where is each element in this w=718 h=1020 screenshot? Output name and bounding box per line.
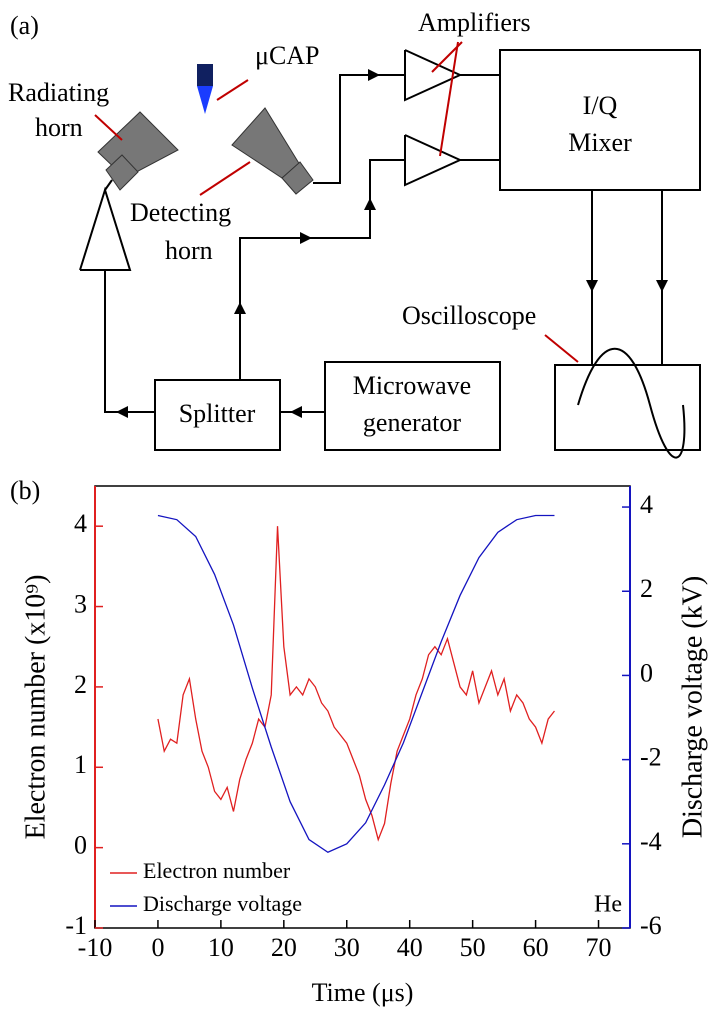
label: generator	[363, 408, 462, 437]
y2-tick-label: 4	[640, 490, 653, 519]
amplifier	[404, 134, 463, 187]
horn-base	[281, 161, 314, 195]
arrowhead	[116, 406, 128, 418]
y2-tick-label: -2	[640, 743, 662, 772]
label: horn	[165, 236, 213, 265]
generator-box	[324, 361, 501, 451]
wire	[104, 179, 113, 191]
y2-tick-label: 0	[640, 658, 653, 687]
label: Mixer	[568, 128, 632, 157]
arrow	[439, 41, 459, 157]
label: Amplifiers	[418, 8, 531, 37]
diagram: (a) μCAP Radiating horn Detecting horn A…	[8, 8, 701, 459]
arrowhead	[290, 406, 302, 418]
ucap-icon	[197, 64, 213, 86]
mixer-box	[499, 49, 701, 191]
x-tick-label: 60	[523, 933, 549, 962]
y-tick-label: 3	[74, 590, 87, 619]
x-tick-label: 40	[397, 933, 423, 962]
y-tick-label: -1	[65, 911, 87, 940]
panel-label: (b)	[10, 476, 40, 505]
horn-base	[105, 154, 139, 191]
arrowhead	[656, 280, 668, 292]
wire	[239, 159, 405, 380]
y-tick-label: 0	[74, 831, 87, 860]
panel-label: (a)	[10, 11, 39, 40]
series-line	[157, 514, 555, 853]
annotation: He	[594, 892, 622, 918]
sine	[577, 347, 686, 459]
ucap-tip	[197, 86, 213, 114]
wire	[104, 270, 155, 413]
label: horn	[35, 113, 83, 142]
x-tick-label: 20	[271, 933, 297, 962]
arrow	[216, 79, 249, 101]
oscilloscope-box	[554, 364, 701, 451]
series-line	[157, 526, 555, 842]
x-tick-label: 0	[151, 933, 164, 962]
x-tick-label: 50	[460, 933, 486, 962]
arrowhead	[586, 280, 598, 292]
label: Splitter	[179, 399, 256, 428]
arrow	[94, 114, 123, 141]
y2-tick-label: -4	[640, 827, 662, 856]
arrowhead	[234, 302, 246, 314]
arrow	[199, 161, 251, 196]
amplifier	[79, 186, 132, 271]
arrow	[544, 334, 579, 363]
x-tick-label: 30	[334, 933, 360, 962]
arrowhead	[300, 232, 312, 244]
label: I/Q	[583, 91, 618, 120]
x-tick-label: 70	[586, 933, 612, 962]
amplifier	[404, 49, 463, 102]
ucap-label: μCAP	[255, 41, 320, 70]
y-tick-label: 2	[74, 670, 87, 699]
x-axis-title: Time (μs)	[312, 978, 414, 1007]
y-tick-label: 1	[74, 750, 87, 779]
label: Radiating	[8, 78, 109, 107]
x-tick-label: -10	[78, 933, 113, 962]
label: Detecting	[130, 198, 231, 227]
y2-axis-title: Discharge voltage (kV)	[677, 576, 708, 838]
legend-label: Discharge voltage	[143, 891, 302, 916]
y2-tick-label: -6	[640, 911, 662, 940]
arrowhead	[368, 69, 380, 81]
arrowhead	[364, 198, 376, 210]
label: Microwave	[353, 371, 471, 400]
y-axis-title: Electron number (x10⁹)	[20, 575, 51, 840]
legend-label: Electron number	[143, 858, 291, 883]
x-tick-label: 10	[208, 933, 234, 962]
splitter-box	[154, 379, 281, 451]
label: Oscilloscope	[402, 301, 536, 330]
wire	[313, 74, 405, 184]
y-tick-label: 4	[74, 509, 87, 538]
y2-tick-label: 2	[640, 574, 653, 603]
